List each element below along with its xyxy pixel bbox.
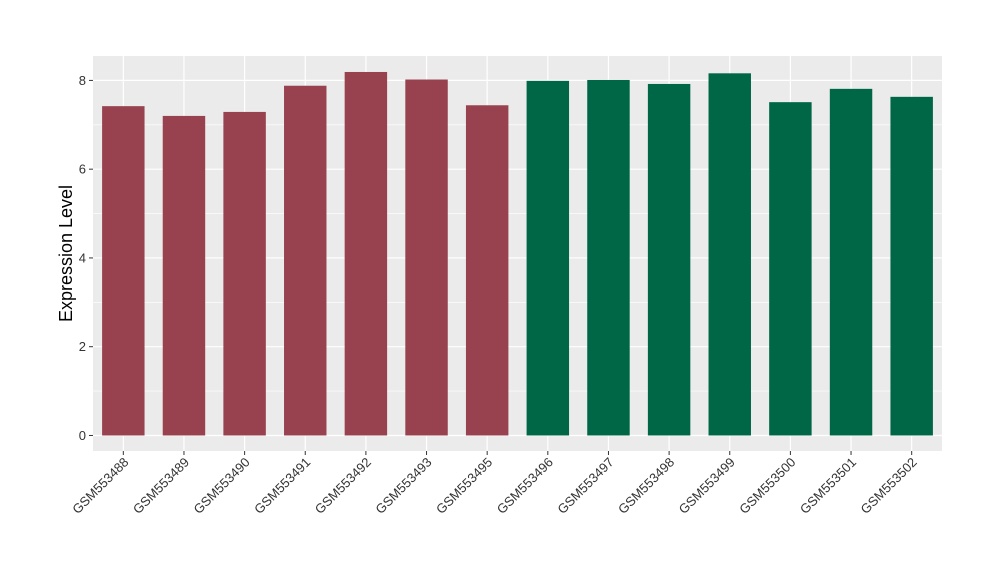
x-tick-label: GSM553492 (312, 455, 374, 517)
x-tick-label: GSM553495 (433, 455, 495, 517)
y-axis: 0 2 4 6 8 (79, 73, 93, 443)
bar-gsm553497 (587, 79, 630, 436)
x-tick-label: GSM553499 (676, 455, 738, 517)
bar-gsm553493 (405, 79, 448, 436)
bar-gsm553500 (769, 102, 812, 436)
y-tick-label: 2 (79, 339, 86, 354)
bar-gsm553496 (526, 80, 570, 436)
y-axis-title: Expression Level (56, 185, 76, 322)
x-axis: GSM553488GSM553489GSM553490GSM553491GSM5… (69, 451, 920, 517)
x-tick-label: GSM553502 (858, 455, 920, 517)
bar-gsm553501 (829, 88, 873, 436)
x-tick-label: GSM553501 (797, 455, 859, 517)
bar-gsm553491 (284, 85, 327, 436)
bar-gsm553498 (647, 83, 691, 436)
x-tick-label: GSM553490 (191, 455, 253, 517)
bar-gsm553490 (223, 111, 266, 436)
x-tick-label: GSM553496 (494, 455, 556, 517)
bar-gsm553492 (344, 71, 388, 436)
x-tick-label: GSM553489 (130, 455, 192, 517)
y-tick-label: 8 (79, 73, 86, 88)
y-tick-label: 4 (79, 250, 86, 265)
bar-gsm553488 (102, 106, 145, 436)
bar-gsm553499 (708, 73, 751, 436)
plot-panel (93, 56, 942, 451)
x-tick-label: GSM553488 (69, 455, 131, 517)
x-tick-label: GSM553497 (554, 455, 616, 517)
x-tick-label: GSM553493 (372, 455, 434, 517)
x-tick-label: GSM553500 (736, 455, 798, 517)
bars (102, 71, 933, 436)
x-tick-label: GSM553498 (615, 455, 677, 517)
x-tick-label: GSM553491 (251, 455, 313, 517)
y-tick-label: 0 (79, 428, 86, 443)
bar-gsm553489 (162, 115, 206, 436)
y-tick-label: 6 (79, 162, 86, 177)
bar-gsm553495 (465, 105, 509, 436)
bar-gsm553502 (890, 96, 933, 436)
